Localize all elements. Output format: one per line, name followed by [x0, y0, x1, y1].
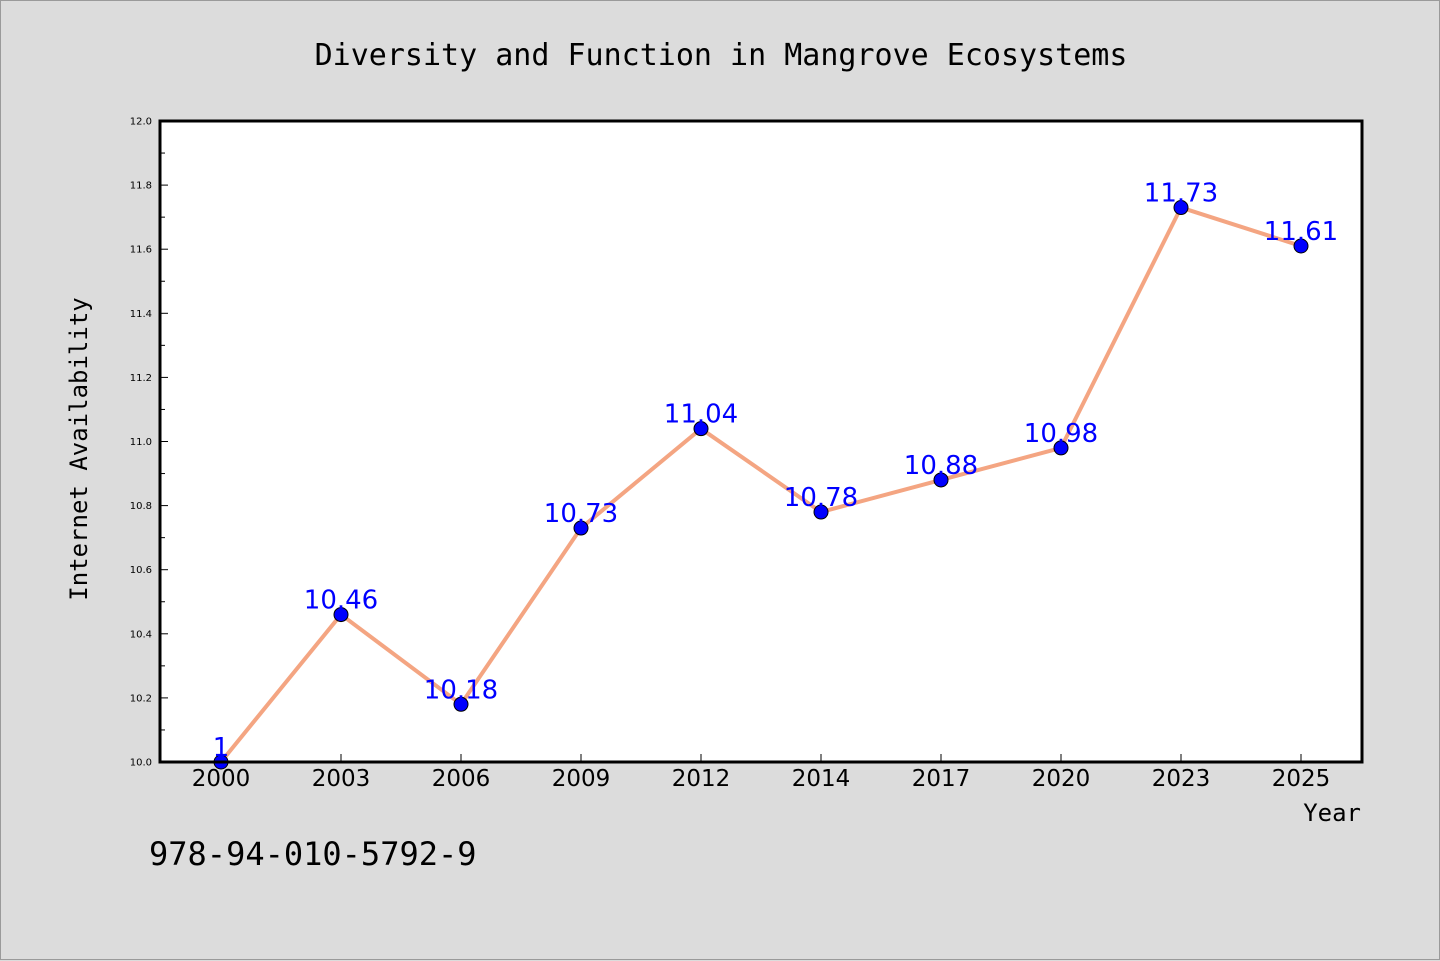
y-tick-label: 10.2 [130, 693, 152, 704]
series-line [219, 205, 1303, 764]
y-tick-label: 10.0 [130, 758, 152, 769]
x-axis-ticks: 2000 2003 2006 2009 2012 2014 2017 2020 2023 2025 [192, 754, 1331, 792]
chart-title: Diversity and Function in Mangrove Ecosy… [315, 38, 1128, 73]
y-axis-ticks: 10.0 10.2 10.4 10.6 10.8 11.0 11.2 11.4 11.6 11.8… [130, 117, 168, 769]
x-tick-label: 2014 [792, 766, 851, 792]
data-point [453, 696, 469, 712]
data-label: 10.98 [1024, 419, 1098, 449]
y-tick-label: 10.8 [130, 501, 152, 512]
x-tick-label: 2025 [1272, 766, 1331, 792]
y-tick-label: 12.0 [130, 117, 152, 128]
data-point [813, 504, 829, 520]
y-tick-label: 11.4 [130, 309, 152, 320]
y-tick-label: 10.4 [130, 629, 152, 640]
x-tick-label: 2012 [672, 766, 731, 792]
y-tick-label: 11.0 [130, 437, 152, 448]
series-markers [213, 200, 1309, 770]
data-label: 10.78 [784, 483, 858, 513]
y-tick-label: 11.8 [130, 181, 152, 192]
data-point [1293, 238, 1309, 254]
x-tick-label: 2000 [192, 766, 251, 792]
data-point [933, 472, 949, 488]
data-label: 11.04 [664, 400, 738, 430]
data-point [573, 520, 589, 536]
data-label: 10.73 [544, 499, 618, 529]
y-axis-label: Internet Availability [65, 297, 93, 600]
plot-area [160, 121, 1362, 762]
x-tick-label: 2020 [1032, 766, 1091, 792]
data-label: 11.73 [1144, 179, 1218, 209]
data-point [1053, 440, 1069, 456]
x-tick-label: 2003 [312, 766, 371, 792]
data-label: 10.46 [304, 586, 378, 616]
data-point [333, 607, 349, 623]
x-tick-label: 2023 [1152, 766, 1211, 792]
data-labels: 1 10.46 10.18 10.73 11.04 10.78 10.88 10.98 11.7… [213, 179, 1338, 763]
plot-border [158, 119, 1364, 764]
data-label: 10.18 [424, 675, 498, 705]
x-tick-label: 2006 [432, 766, 491, 792]
data-point [693, 421, 709, 437]
y-tick-label: 10.6 [130, 565, 152, 576]
x-axis-label: Year [1303, 799, 1361, 827]
isbn-annotation: 978-94-010-5792-9 [149, 835, 477, 873]
data-label: 10.88 [904, 451, 978, 481]
y-tick-label: 11.2 [130, 373, 152, 384]
y-tick-label: 11.6 [130, 245, 152, 256]
data-label: 11.61 [1264, 217, 1338, 247]
x-tick-label: 2009 [552, 766, 611, 792]
data-point [1173, 200, 1189, 216]
x-tick-label: 2017 [912, 766, 971, 792]
data-label: 1 [213, 733, 230, 763]
